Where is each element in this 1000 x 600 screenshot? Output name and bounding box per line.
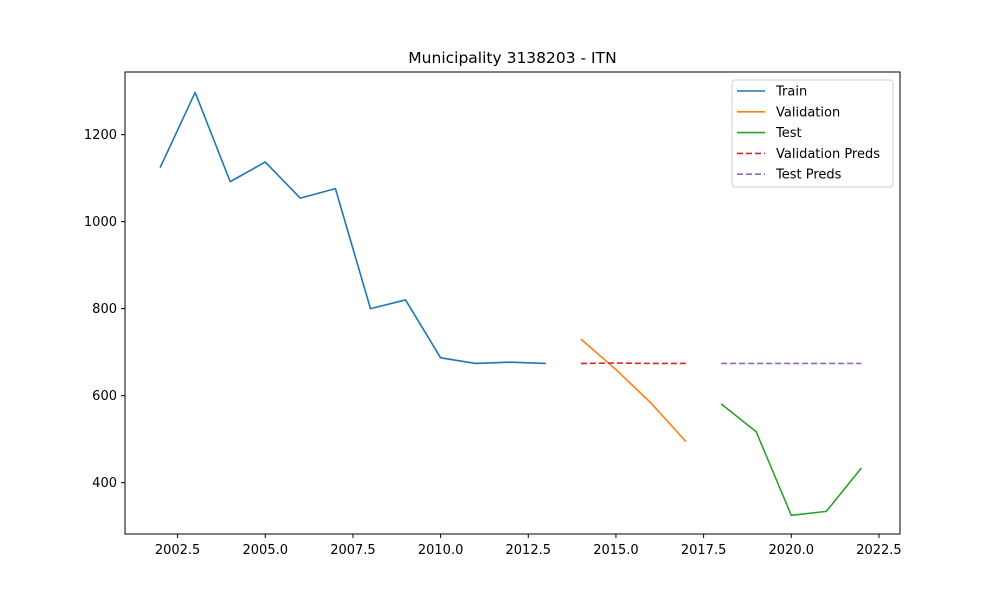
x-tick-label: 2007.5 <box>330 543 376 558</box>
x-tick-label: 2015.0 <box>593 543 639 558</box>
x-tick-label: 2020.0 <box>769 543 815 558</box>
series-line-validation <box>580 338 687 443</box>
y-tick-label: 1200 <box>84 128 117 143</box>
y-tick-label: 800 <box>92 302 117 317</box>
legend-label: Train <box>775 85 807 100</box>
axes-frame <box>124 71 901 535</box>
chart-title: Municipality 3138203 - ITN <box>408 49 616 67</box>
y-axis: 400 600 800 1000 1200 <box>84 128 125 491</box>
legend-box <box>731 79 894 188</box>
x-axis: 2002.5 2005.0 2007.5 2010.0 2012.5 2015.0 2017… <box>155 534 902 558</box>
x-tick-label: 2012.5 <box>506 543 552 558</box>
legend-label: Test Preds <box>775 168 842 183</box>
x-tick-label: 2022.5 <box>856 543 902 558</box>
legend-label: Validation <box>776 105 840 120</box>
y-tick-label: 400 <box>92 476 117 491</box>
series-layer <box>159 91 863 517</box>
y-tick-label: 600 <box>92 389 117 404</box>
x-tick-label: 2017.5 <box>681 543 727 558</box>
y-tick-label: 1000 <box>84 215 117 230</box>
x-tick-label: 2005.0 <box>243 543 289 558</box>
legend-label: Validation Preds <box>776 147 880 162</box>
series-line-train <box>159 91 546 365</box>
x-tick-label: 2010.0 <box>418 543 464 558</box>
x-tick-label: 2002.5 <box>155 543 201 558</box>
legend: Train Validation Test Validation Preds Test … <box>731 79 894 188</box>
legend-label: Test <box>775 126 802 141</box>
series-line-test <box>720 403 863 517</box>
